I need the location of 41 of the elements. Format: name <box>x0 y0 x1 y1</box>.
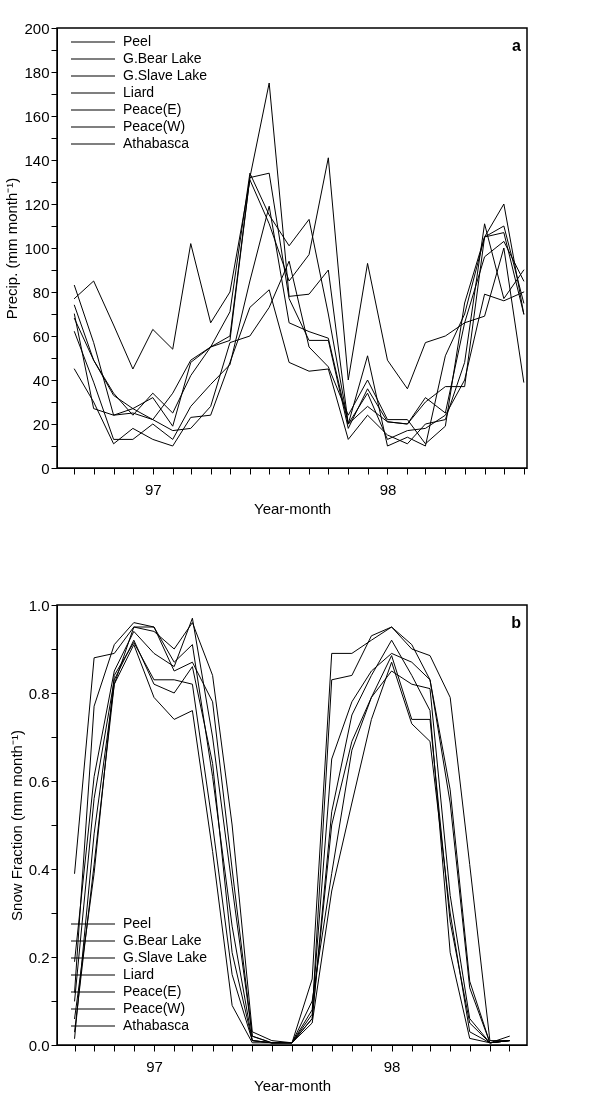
legend-label: Liard <box>123 84 155 100</box>
legend-label: Peel <box>123 915 152 931</box>
y-tick-label: 160 <box>24 107 50 125</box>
legend-label: G.Bear Lake <box>123 50 202 66</box>
y-tick-label: 200 <box>24 19 50 37</box>
x-tick-label: 98 <box>379 480 397 498</box>
legend-label: Liard <box>123 966 155 982</box>
y-tick-label: 0 <box>41 459 50 477</box>
y-tick-label: 80 <box>32 283 50 301</box>
y-tick-label: 0.6 <box>28 772 50 790</box>
x-axis-title: Year-month <box>254 499 331 517</box>
y-tick-label: 140 <box>24 151 50 169</box>
legend-label: G.Slave Lake <box>123 67 208 83</box>
x-tick-label: 98 <box>383 1057 401 1075</box>
y-axis-title: Precip. (mm month⁻¹) <box>3 177 21 320</box>
y-tick-label: 0.2 <box>28 948 50 966</box>
legend-label: G.Bear Lake <box>123 932 202 948</box>
y-tick-label: 40 <box>32 371 50 389</box>
legend-label: Peace(E) <box>123 983 182 999</box>
y-tick-label: 180 <box>24 63 50 81</box>
legend-label: Peace(W) <box>123 118 186 134</box>
y-tick-label: 0.0 <box>28 1036 50 1054</box>
y-axis-title: Snow Fraction (mm month⁻¹) <box>7 730 25 921</box>
y-tick-label: 0.4 <box>28 860 50 878</box>
legend-label: G.Slave Lake <box>123 949 208 965</box>
y-tick-label: 1.0 <box>28 596 50 614</box>
y-tick-label: 60 <box>32 327 50 345</box>
legend-label: Peace(W) <box>123 1000 186 1016</box>
legend-label: Athabasca <box>123 1017 190 1033</box>
annotation: b <box>511 614 522 631</box>
y-tick-label: 100 <box>24 239 50 257</box>
legend-label: Peace(E) <box>123 101 182 117</box>
legend-label: Peel <box>123 33 152 49</box>
y-tick-label: 0.8 <box>28 684 50 702</box>
x-tick-label: 97 <box>144 480 162 498</box>
legend-label: Athabasca <box>123 135 190 151</box>
x-tick-label: 97 <box>146 1057 163 1075</box>
y-tick-label: 20 <box>32 415 50 433</box>
x-axis-title: Year-month <box>254 1076 331 1093</box>
y-tick-label: 120 <box>24 195 50 213</box>
annotation: a <box>512 37 522 54</box>
